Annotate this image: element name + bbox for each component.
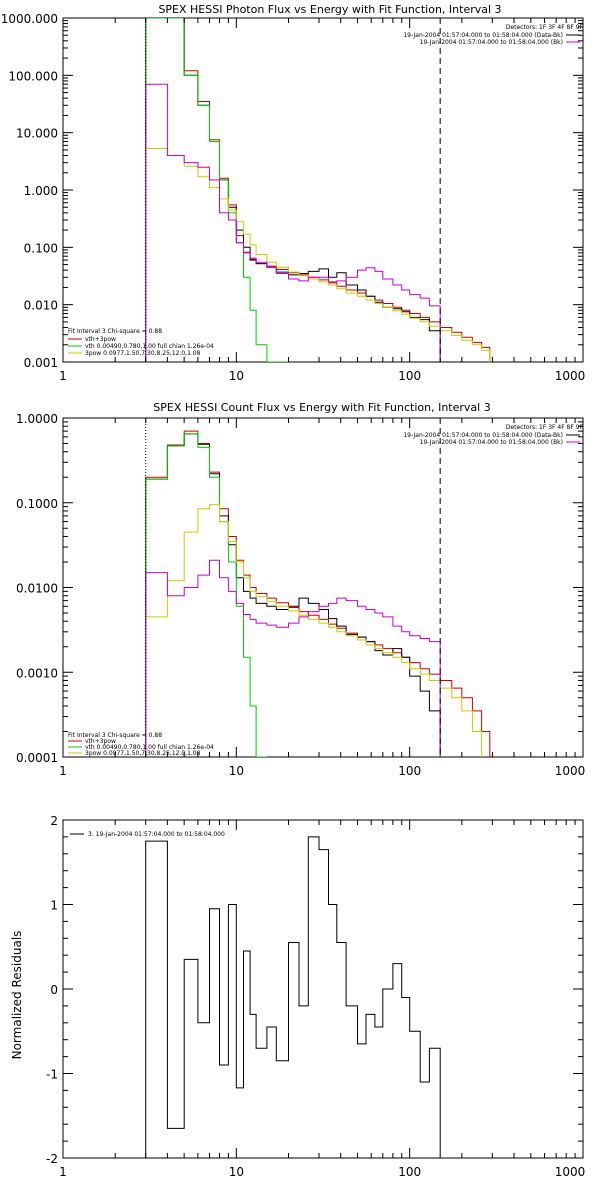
photon-flux-x-tick-label: 1 <box>59 369 67 383</box>
count-flux-legend-entry: vth 0.00490,0.780,1.00 full chian 1.26e-… <box>85 744 214 751</box>
photon-flux-series-line <box>145 18 491 362</box>
photon-flux-series-line <box>145 83 441 362</box>
residuals-x-tick-label: 1 <box>59 1165 67 1179</box>
photon-flux-legend-top: Detectors: 1F 3F 4F 8F 9F 19-Jan-2004 01… <box>403 24 583 46</box>
photon-flux-legend-entry: vth 0.00490,0.780,1.00 full chian 1.26e-… <box>85 343 214 350</box>
photon-flux-detectors-label: Detectors: 1F 3F 4F 8F 9F <box>506 24 584 31</box>
photon-flux-x-tick-label: 100 <box>398 369 421 383</box>
count-flux-series-line <box>145 430 491 757</box>
photon-flux-y-tick-label: 0.001 <box>24 356 58 370</box>
residuals-y-tick-label: 1 <box>50 899 58 913</box>
photon-flux-legend-entry: 3pow 0.0977,1.50,7.30,8.25,12.0,1.08 <box>85 350 201 357</box>
photon-flux-legend-entry: vth+3pow <box>85 336 116 343</box>
count-flux-legend-bottom: Fit Interval 3 Chi-square = 0.88 vth+3po… <box>68 732 214 757</box>
count-flux-series-line <box>145 559 441 757</box>
photon-flux-y-tick-label: 0.010 <box>24 299 58 313</box>
photon-flux-y-tick-label: 0.100 <box>24 241 58 255</box>
residuals-y-tick-label: -1 <box>46 1068 58 1082</box>
count-flux-series-line <box>145 433 267 757</box>
photon-flux-y-tick-label: 100.000 <box>8 69 58 83</box>
count-flux-title: SPEX HESSI Count Flux vs Energy with Fit… <box>153 401 490 414</box>
count-flux-y-tick-label: 1.0000 <box>16 412 58 426</box>
residuals-legend-entry: 3. 19-Jan-2004 01:57:04.000 to 01:58:04.… <box>88 831 225 838</box>
photon-flux-y-tick-label: 1.000 <box>24 184 58 198</box>
count-flux-fit-label: Fit Interval 3 Chi-square = 0.88 <box>68 732 162 739</box>
photon-flux-y-tick-label: 1000.000 <box>1 12 58 26</box>
count-flux-legend-top: Detectors: 1F 3F 4F 8F 9F 19-Jan-2004 01… <box>403 424 583 446</box>
residuals-series-line <box>145 836 441 1158</box>
photon-flux-plot-frame <box>62 17 584 363</box>
count-flux-legend-entry: 19-Jan-2004 01:57:04.000 to 01:58:04.000… <box>420 439 563 446</box>
photon-flux-x-tick-label: 10 <box>229 369 244 383</box>
count-flux-legend-entry: 19-Jan-2004 01:57:04.000 to 01:58:04.000… <box>403 432 563 439</box>
count-flux-plot-frame <box>62 417 584 758</box>
count-flux-y-tick-label: 0.0100 <box>16 582 58 596</box>
residuals-legend: 3. 19-Jan-2004 01:57:04.000 to 01:58:04.… <box>70 831 225 838</box>
photon-flux-fit-label: Fit Interval 3 Chi-square = 0.88 <box>68 328 162 335</box>
photon-flux-y-tick-label: 10.000 <box>16 127 58 141</box>
count-flux-x-tick-label: 1000 <box>555 764 586 778</box>
photon-flux-series-line <box>145 148 491 362</box>
count-flux-series-line <box>145 504 483 757</box>
residuals-plot-frame <box>62 819 584 1159</box>
photon-flux-series-line <box>145 18 289 362</box>
photon-flux-legend-entry: 19-Jan-2004 01:57:04.000 to 01:58:04.000… <box>403 32 563 39</box>
photon-flux-legend-bottom: Fit Interval 3 Chi-square = 0.88 vth+3po… <box>68 328 214 357</box>
count-flux-y-tick-label: 0.1000 <box>16 497 58 511</box>
count-flux-y-tick-label: 0.0010 <box>16 666 58 680</box>
count-flux-panel: SPEX HESSI Count Flux vs Energy with Fit… <box>16 401 585 778</box>
photon-flux-legend-entry: 19-Jan-2004 01:57:04.000 to 01:58:04.000… <box>420 39 563 46</box>
residuals-x-tick-label: 1000 <box>555 1165 586 1179</box>
residuals-x-tick-label: 10 <box>229 1165 244 1179</box>
residuals-x-tick-label: 100 <box>398 1165 421 1179</box>
count-flux-legend-entry: vth+3pow <box>85 738 116 745</box>
residuals-y-tick-label: 0 <box>50 983 58 997</box>
photon-flux-panel: SPEX HESSI Photon Flux vs Energy with Fi… <box>1 3 586 383</box>
count-flux-x-tick-label: 1 <box>59 764 67 778</box>
count-flux-legend-entry: 3pow 0.0977,1.50,7.30,8.25,12.0,1.08 <box>85 750 201 757</box>
photon-flux-x-tick-label: 1000 <box>555 369 586 383</box>
count-flux-y-tick-label: 0.0001 <box>16 751 58 765</box>
residuals-y-tick-label: 2 <box>50 814 58 828</box>
photon-flux-title: SPEX HESSI Photon Flux vs Energy with Fi… <box>158 3 501 16</box>
count-flux-detectors-label: Detectors: 1F 3F 4F 8F 9F <box>506 424 584 431</box>
residuals-y-axis-label: Normalized Residuals <box>10 931 24 1060</box>
count-flux-x-tick-label: 100 <box>398 764 421 778</box>
count-flux-series-line <box>145 433 441 757</box>
count-flux-x-tick-label: 10 <box>229 764 244 778</box>
residuals-y-tick-label: -2 <box>46 1152 58 1166</box>
